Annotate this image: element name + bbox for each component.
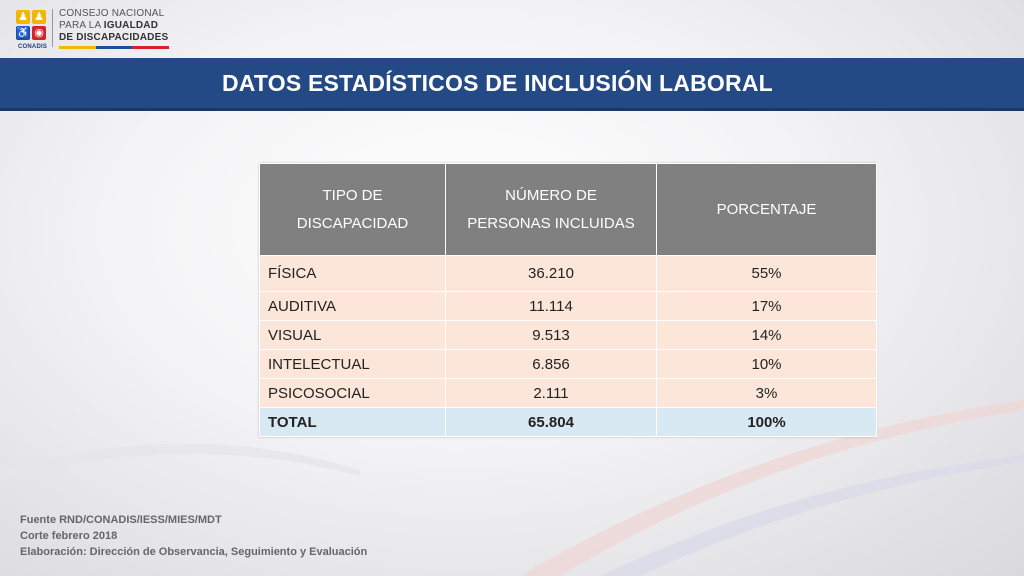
cell-numero: 2.111 <box>446 379 657 408</box>
table-row: FÍSICA 36.210 55% <box>260 256 877 292</box>
table-row: VISUAL 9.513 14% <box>260 321 877 350</box>
cell-numero: 11.114 <box>446 292 657 321</box>
cell-tipo: VISUAL <box>260 321 446 350</box>
cell-numero: 6.856 <box>446 350 657 379</box>
logo-divider <box>52 9 53 47</box>
cell-porcentaje: 3% <box>657 379 877 408</box>
walking-person-icon: ♟ <box>32 10 46 24</box>
wheelchair-icon: ♿ <box>16 26 30 40</box>
footer-source: Fuente RND/CONADIS/IESS/MIES/MDT <box>20 512 367 528</box>
hearing-icon: ◉ <box>32 26 46 40</box>
cell-numero: 36.210 <box>446 256 657 292</box>
header-tipo-line-2: DISCAPACIDAD <box>261 210 444 238</box>
footer-cutoff: Corte febrero 2018 <box>20 528 367 544</box>
cell-porcentaje: 10% <box>657 350 877 379</box>
table-row: INTELECTUAL 6.856 10% <box>260 350 877 379</box>
logo-line-2-prefix: PARA LA <box>59 20 104 31</box>
logo-line-2: PARA LA IGUALDAD <box>59 20 169 32</box>
table-header-row: TIPO DE DISCAPACIDAD NÚMERO DE PERSONAS … <box>260 164 877 256</box>
table-row: AUDITIVA 11.114 17% <box>260 292 877 321</box>
header-porcentaje: PORCENTAJE <box>657 164 877 256</box>
conadis-logo-mark: ♟ ♟ ♿ ◉ CONADIS <box>14 8 48 48</box>
logo-text: CONSEJO NACIONAL PARA LA IGUALDAD DE DIS… <box>59 8 169 49</box>
cell-total-porcentaje: 100% <box>657 408 877 437</box>
cell-total-numero: 65.804 <box>446 408 657 437</box>
statistics-table-container: TIPO DE DISCAPACIDAD NÚMERO DE PERSONAS … <box>259 163 876 437</box>
cell-porcentaje: 55% <box>657 256 877 292</box>
source-footer: Fuente RND/CONADIS/IESS/MIES/MDT Corte f… <box>20 512 367 560</box>
logo-color-stripe <box>59 46 169 49</box>
statistics-table: TIPO DE DISCAPACIDAD NÚMERO DE PERSONAS … <box>259 163 877 437</box>
footer-elaboration: Elaboración: Dirección de Observancia, S… <box>20 544 367 560</box>
logo-line-3: DE DISCAPACIDADES <box>59 32 169 44</box>
cell-total-label: TOTAL <box>260 408 446 437</box>
logo-caption: CONADIS <box>18 44 47 50</box>
cell-tipo: INTELECTUAL <box>260 350 446 379</box>
header-numero-line-2: PERSONAS INCLUIDAS <box>447 210 655 238</box>
page-title: DATOS ESTADÍSTICOS DE INCLUSIÓN LABORAL <box>222 70 773 97</box>
logo-line-2-bold: IGUALDAD <box>104 20 158 31</box>
header-tipo-discapacidad: TIPO DE DISCAPACIDAD <box>260 164 446 256</box>
person-icon: ♟ <box>16 10 30 24</box>
cell-porcentaje: 17% <box>657 292 877 321</box>
cell-tipo: FÍSICA <box>260 256 446 292</box>
header-numero-line-1: NÚMERO DE <box>447 182 655 210</box>
header-tipo-line-1: TIPO DE <box>261 182 444 210</box>
cell-tipo: AUDITIVA <box>260 292 446 321</box>
table-total-row: TOTAL 65.804 100% <box>260 408 877 437</box>
table-row: PSICOSOCIAL 2.111 3% <box>260 379 877 408</box>
cell-porcentaje: 14% <box>657 321 877 350</box>
conadis-logo: ♟ ♟ ♿ ◉ CONADIS CONSEJO NACIONAL PARA LA… <box>14 6 169 50</box>
logo-line-1: CONSEJO NACIONAL <box>59 8 169 20</box>
cell-numero: 9.513 <box>446 321 657 350</box>
title-band: DATOS ESTADÍSTICOS DE INCLUSIÓN LABORAL <box>0 58 1024 111</box>
cell-tipo: PSICOSOCIAL <box>260 379 446 408</box>
header-numero-personas: NÚMERO DE PERSONAS INCLUIDAS <box>446 164 657 256</box>
